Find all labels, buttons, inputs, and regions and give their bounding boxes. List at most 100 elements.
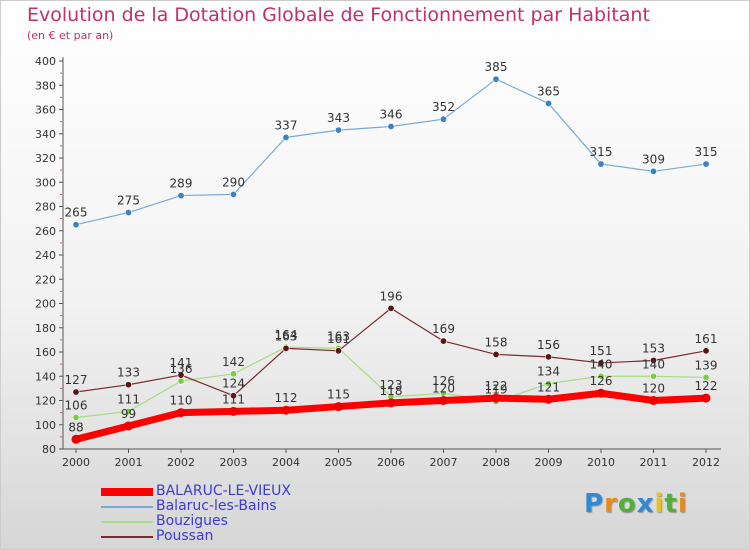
data-label: 119 <box>485 383 508 397</box>
y-tick-label: 120 <box>35 395 56 408</box>
x-tick-label: 2007 <box>430 456 458 469</box>
data-point <box>597 359 605 367</box>
x-tick-label: 2012 <box>692 456 720 469</box>
data-point <box>649 356 657 364</box>
y-tick-label: 100 <box>35 419 56 432</box>
data-point <box>334 347 342 355</box>
data-label: 163 <box>327 329 350 343</box>
data-label: 115 <box>327 388 350 402</box>
y-tick-label: 340 <box>35 128 56 141</box>
data-label: 111 <box>117 392 140 406</box>
data-label: 196 <box>380 289 403 303</box>
data-label: 124 <box>222 377 245 391</box>
legend-label: Bouzigues <box>156 513 228 529</box>
data-point <box>544 353 552 361</box>
x-tick-label: 2000 <box>62 456 90 469</box>
data-label: 122 <box>485 379 508 393</box>
data-point <box>387 122 395 130</box>
data-point <box>125 209 133 217</box>
legend-swatch <box>101 488 153 496</box>
data-label: 126 <box>590 374 613 388</box>
data-point <box>177 377 185 385</box>
data-point <box>176 408 186 418</box>
data-label: 365 <box>537 84 560 98</box>
data-point <box>177 192 185 200</box>
data-label: 309 <box>642 152 665 166</box>
data-label: 140 <box>642 357 665 371</box>
data-label: 110 <box>170 394 193 408</box>
data-point <box>230 190 238 198</box>
y-tick-label: 380 <box>35 79 56 92</box>
data-point <box>229 406 238 416</box>
data-point <box>649 396 658 405</box>
x-tick-label: 2008 <box>482 456 510 469</box>
data-label: 315 <box>695 145 718 159</box>
data-label: 158 <box>485 335 508 349</box>
data-label: 315 <box>590 145 613 159</box>
data-point <box>281 405 291 415</box>
x-tick-label: 2010 <box>587 456 615 469</box>
chart-title: Evolution de la Dotation Globale de Fonc… <box>27 4 650 26</box>
legend-label: Poussan <box>156 528 214 544</box>
data-point <box>387 304 395 312</box>
y-tick-label: 160 <box>35 346 56 359</box>
data-point <box>72 221 80 229</box>
y-tick-label: 220 <box>35 273 56 286</box>
data-point <box>439 115 447 123</box>
data-point <box>544 99 552 107</box>
data-point <box>125 407 133 415</box>
data-label: 289 <box>170 177 193 191</box>
data-label: 161 <box>327 332 350 346</box>
data-label: 122 <box>695 379 718 393</box>
data-label: 141 <box>170 356 193 370</box>
data-label: 112 <box>275 391 298 405</box>
data-point <box>701 393 711 403</box>
x-tick-label: 2005 <box>325 456 353 469</box>
data-label: 121 <box>537 380 560 394</box>
data-label: 343 <box>327 111 350 125</box>
data-label: 120 <box>432 382 455 396</box>
y-tick-label: 320 <box>35 152 56 165</box>
data-label: 106 <box>65 398 88 412</box>
data-label: 161 <box>695 332 718 346</box>
x-tick-label: 2004 <box>272 456 300 469</box>
data-label: 120 <box>642 382 665 396</box>
x-tick-label: 2003 <box>220 456 248 469</box>
data-label: 337 <box>275 118 298 132</box>
data-point <box>492 75 500 83</box>
logo-letter: i <box>677 489 688 519</box>
data-point <box>124 421 133 431</box>
data-point <box>492 350 500 358</box>
data-point <box>72 413 80 421</box>
data-point <box>702 160 710 168</box>
data-point <box>282 344 290 352</box>
proxiti-logo: Proxiti <box>584 489 688 519</box>
logo-letter: t <box>664 489 678 519</box>
data-label: 140 <box>590 357 613 371</box>
x-tick-label: 2002 <box>167 456 195 469</box>
x-tick-label: 2006 <box>377 456 405 469</box>
data-label: 151 <box>590 344 613 358</box>
data-point <box>597 372 605 380</box>
y-tick-label: 140 <box>35 370 56 383</box>
data-label: 139 <box>695 358 718 372</box>
data-label: 164 <box>275 328 298 342</box>
data-label: 99 <box>121 407 136 421</box>
data-point <box>71 434 81 444</box>
legend-swatch <box>101 521 153 523</box>
y-tick-label: 80 <box>42 443 56 456</box>
data-label: 352 <box>432 100 455 114</box>
data-label: 123 <box>380 378 403 392</box>
data-point <box>125 381 133 389</box>
x-tick-label: 2001 <box>115 456 143 469</box>
data-label: 126 <box>432 374 455 388</box>
data-label: 134 <box>537 365 560 379</box>
x-tick-label: 2011 <box>640 456 668 469</box>
data-point <box>544 380 552 388</box>
y-tick-label: 400 <box>35 55 56 68</box>
legend-label: Balaruc-les-Bains <box>156 498 277 514</box>
data-label: 385 <box>485 60 508 74</box>
legend-label: BALARUC-LE-VIEUX <box>156 483 291 499</box>
data-label: 118 <box>380 384 403 398</box>
